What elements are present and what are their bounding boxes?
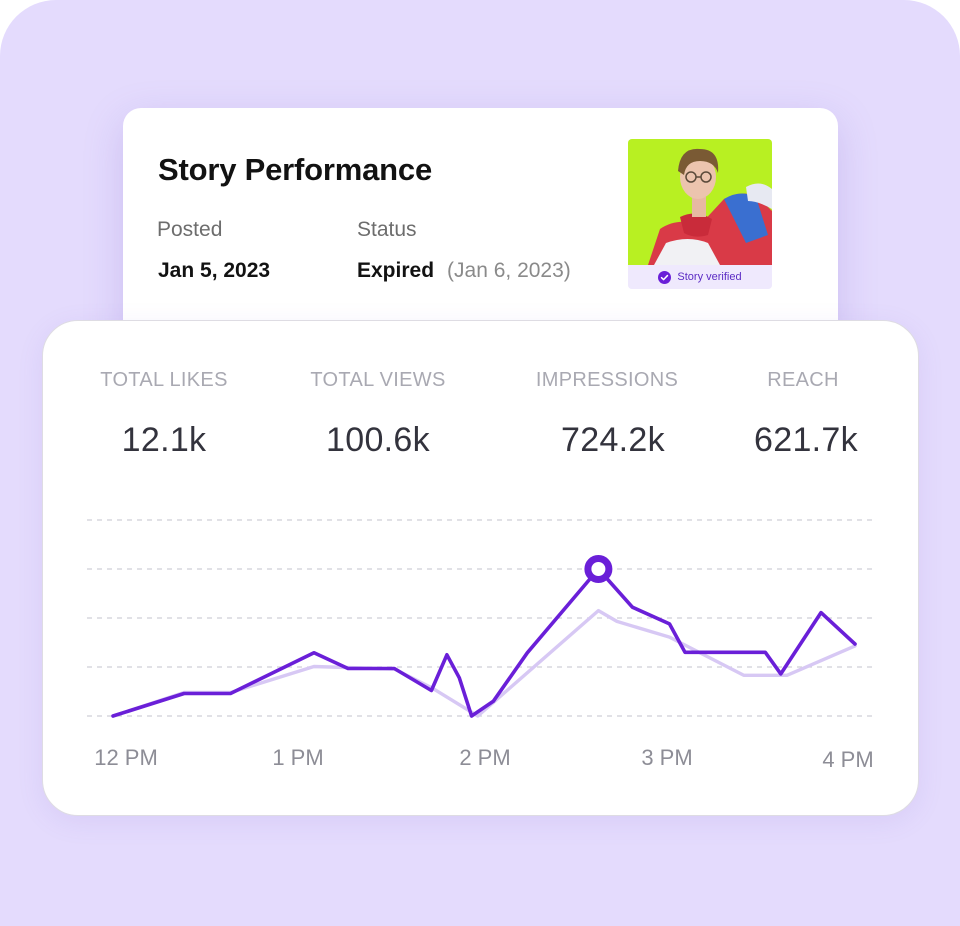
check-circle-icon bbox=[658, 270, 672, 284]
x-tick-label: 12 PM bbox=[94, 745, 158, 770]
posted-value: Jan 5, 2023 bbox=[158, 259, 271, 282]
x-tick-label: 3 PM bbox=[641, 745, 692, 770]
status-date: (Jan 6, 2023) bbox=[447, 259, 571, 282]
posted-label: Posted bbox=[157, 218, 223, 241]
status-label: Status bbox=[357, 218, 417, 241]
x-tick-label: 4 PM bbox=[822, 747, 873, 772]
stat-value: 621.7k bbox=[754, 421, 858, 459]
status-value: Expired (Jan 6, 2023) bbox=[357, 259, 571, 283]
stat-label: REACH bbox=[767, 369, 839, 391]
highlight-point bbox=[584, 555, 613, 583]
story-title: Story Performance bbox=[158, 152, 432, 187]
series-line bbox=[111, 567, 857, 718]
story-card: Story Performance Posted Jan 5, 2023 Sta… bbox=[123, 108, 838, 348]
stat-value: 100.6k bbox=[326, 421, 430, 459]
stats-card: TOTAL LIKES 12.1k TOTAL VIEWS 100.6k IMP… bbox=[42, 320, 919, 816]
story-thumbnail[interactable]: Story verified bbox=[628, 139, 772, 289]
stat-value: 12.1k bbox=[121, 421, 207, 459]
story-image bbox=[628, 139, 772, 265]
performance-line-chart: 12 PM 1 PM 2 PM 3 PM 4 PM bbox=[87, 519, 875, 772]
x-tick-label: 1 PM bbox=[272, 745, 323, 770]
series-line bbox=[111, 608, 857, 718]
story-verified-badge: Story verified bbox=[628, 265, 772, 289]
story-verified-label: Story verified bbox=[677, 271, 742, 283]
stat-label: TOTAL VIEWS bbox=[310, 369, 446, 391]
stat-label: TOTAL LIKES bbox=[100, 369, 228, 391]
x-tick-label: 2 PM bbox=[459, 745, 510, 770]
status-text: Expired bbox=[357, 259, 435, 282]
stat-label: IMPRESSIONS bbox=[535, 369, 679, 391]
stat-value: 724.2k bbox=[561, 421, 665, 459]
